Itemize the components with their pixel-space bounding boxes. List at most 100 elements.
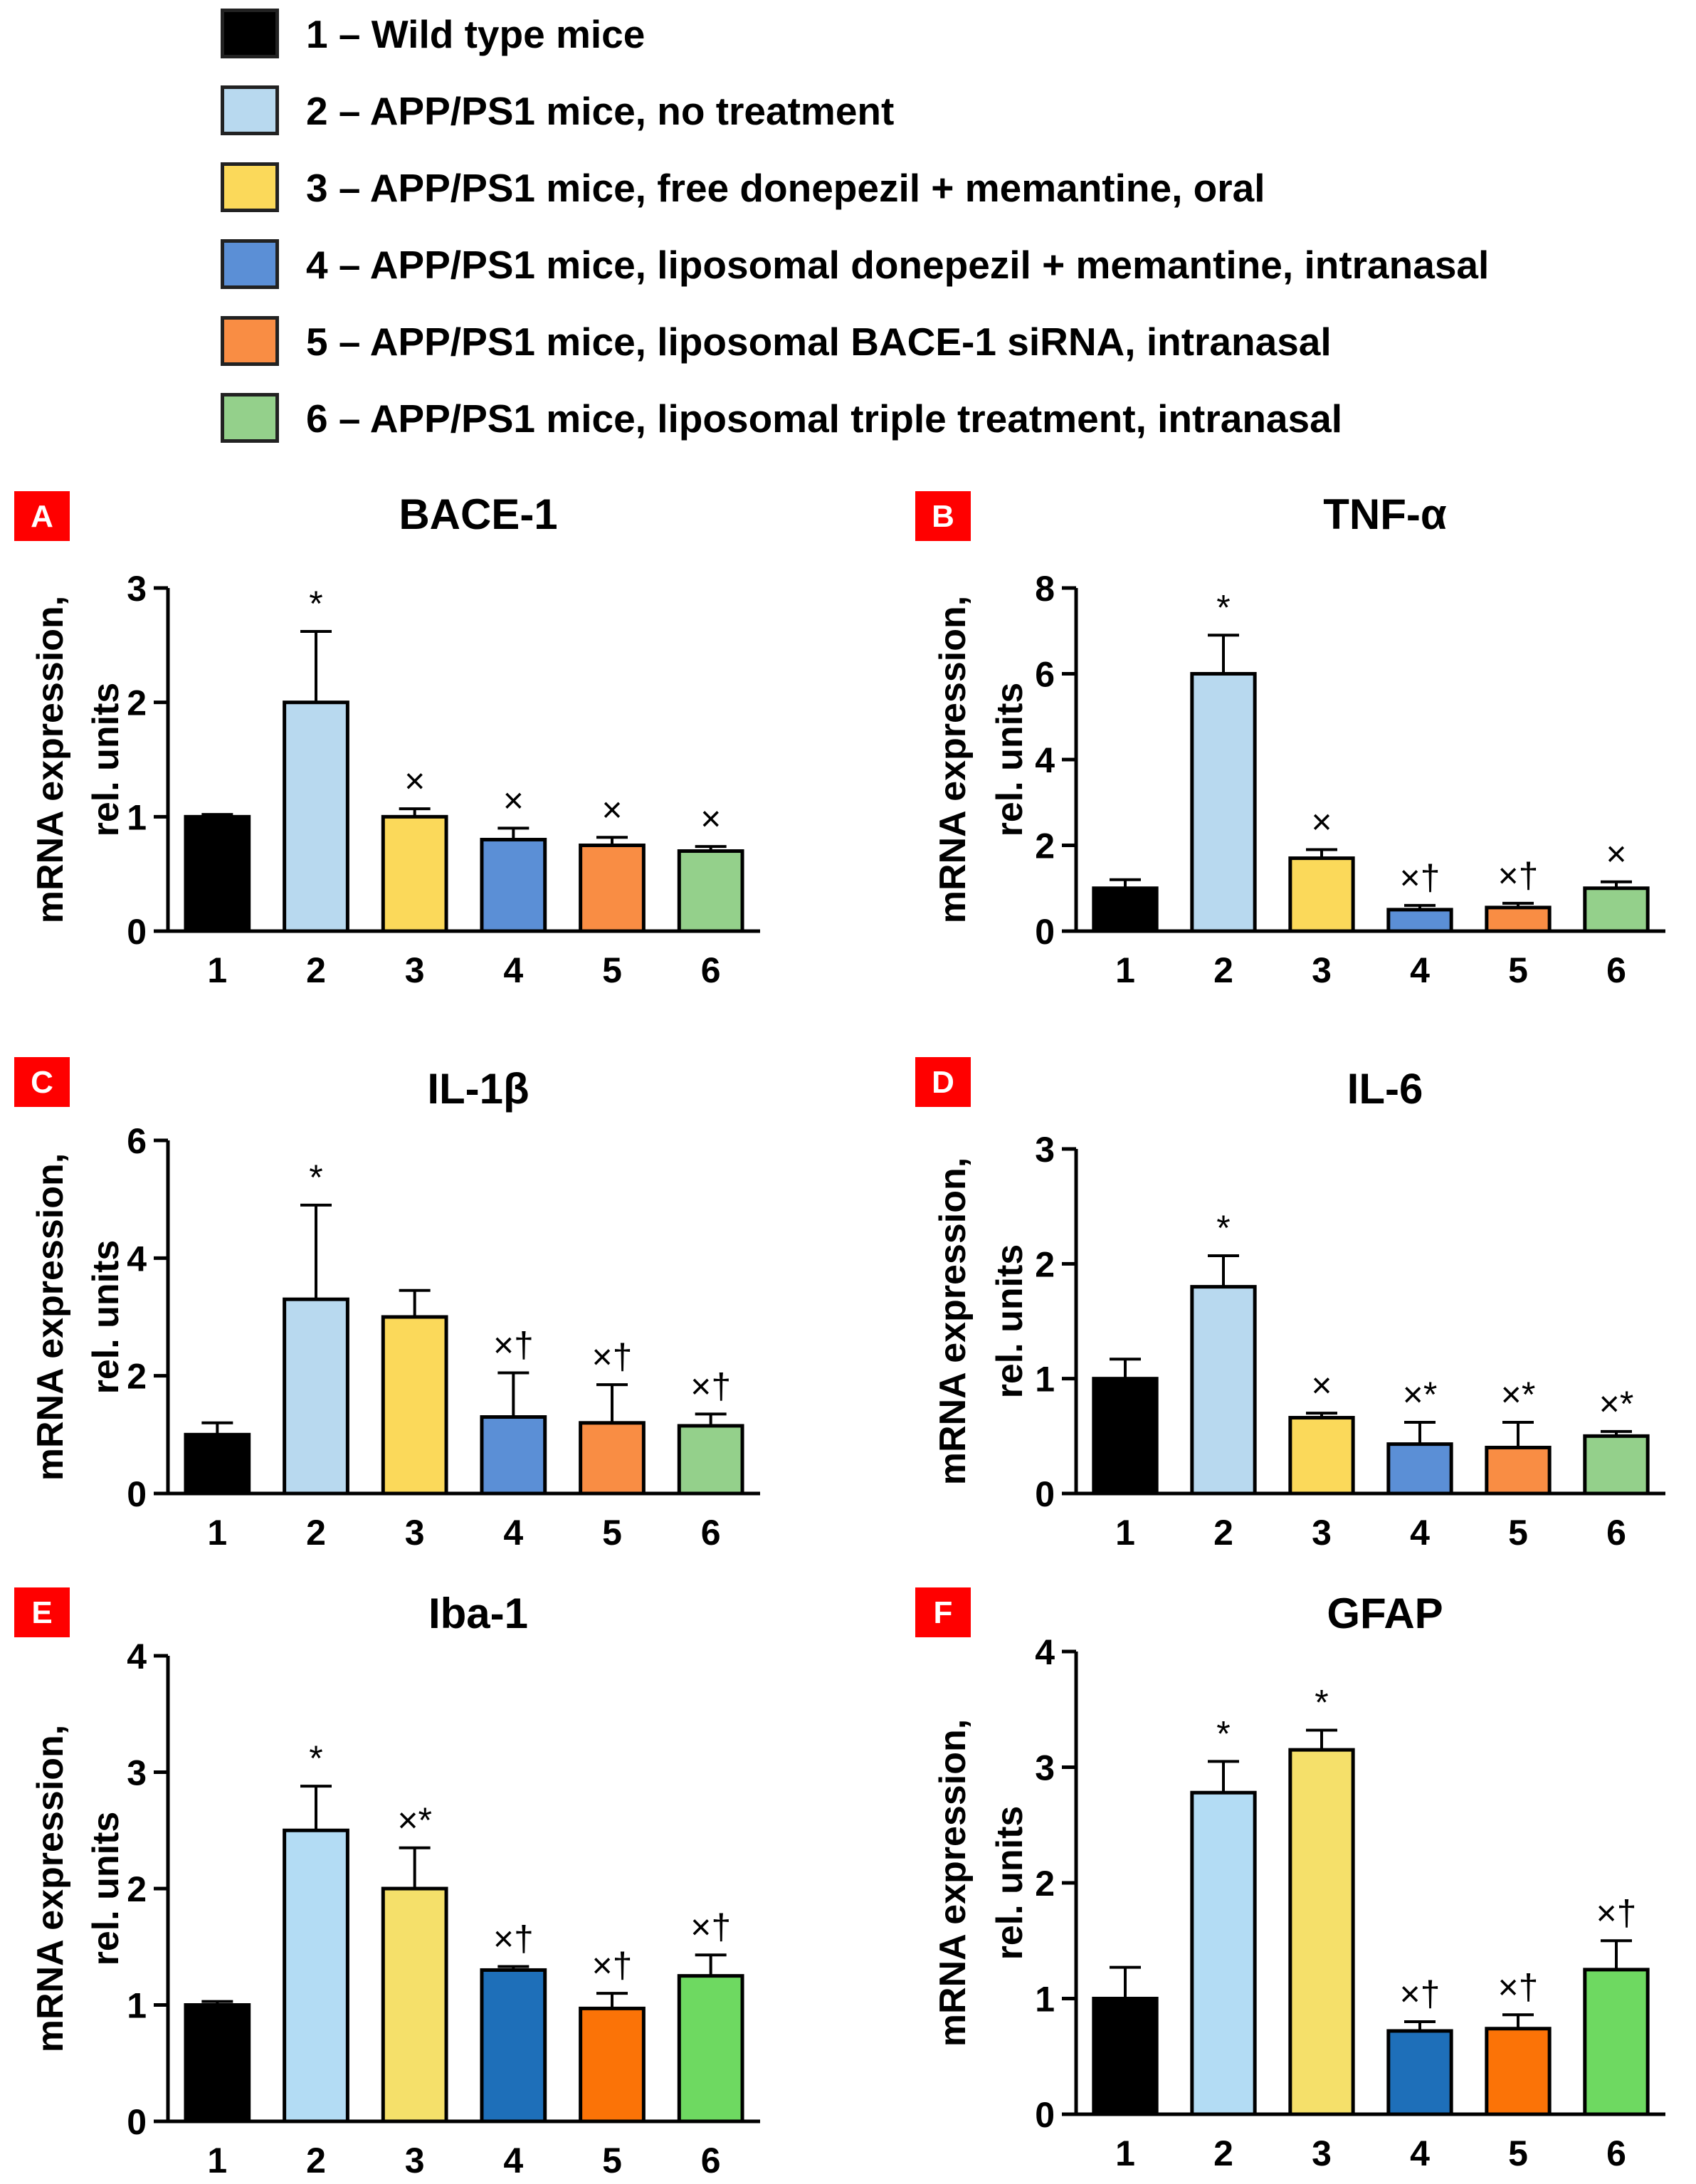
y-axis-label-line2: rel. units xyxy=(85,1812,127,1966)
x-tick-label: 6 xyxy=(701,950,721,990)
bar-2 xyxy=(283,1297,349,1496)
legend-swatch-3 xyxy=(221,162,279,212)
panel-badge-b xyxy=(915,491,971,541)
panel-badge-label: F xyxy=(934,1595,953,1630)
bar-6 xyxy=(1583,886,1650,933)
y-axis-label-line2: rel. units xyxy=(85,683,127,837)
panel-badge-label: A xyxy=(31,499,53,534)
significance-mark-6: ×† xyxy=(1596,1893,1636,1933)
x-tick-label: 3 xyxy=(405,950,425,990)
x-tick-label: 4 xyxy=(1410,950,1430,990)
y-tick-label: 3 xyxy=(127,1753,147,1793)
y-tick-label: 4 xyxy=(127,1637,147,1676)
panel-badge-f xyxy=(915,1587,971,1637)
bar-2 xyxy=(1190,1790,1257,2116)
significance-mark-5: ×† xyxy=(591,1946,632,1985)
x-tick-label: 5 xyxy=(1508,2133,1528,2173)
significance-mark-4: ×† xyxy=(1399,1974,1440,2014)
bar-5 xyxy=(1485,2027,1552,2116)
bar-6 xyxy=(677,1974,744,2123)
legend-label-6: 6 – APP/PS1 mice, liposomal triple treat… xyxy=(306,397,1342,441)
y-tick-label: 2 xyxy=(127,1869,147,1909)
x-tick-label: 6 xyxy=(1606,1513,1626,1553)
y-tick-label: 2 xyxy=(1035,1244,1055,1284)
bar-5 xyxy=(579,844,646,933)
legend-swatch-6 xyxy=(221,393,279,443)
panel-badge-c xyxy=(14,1057,70,1107)
significance-mark-5: ×† xyxy=(591,1337,632,1377)
significance-mark-2: * xyxy=(1216,587,1230,627)
bar-4 xyxy=(1386,2029,1453,2116)
significance-mark-6: ×* xyxy=(1599,1384,1634,1424)
panel-e: E Iba-1 mRNA expression, rel. units 0 1 2 3 4 1 * 2… xyxy=(14,1587,760,2180)
x-tick-label: 2 xyxy=(1213,1513,1233,1553)
bar-4 xyxy=(480,1415,547,1496)
panel-c: C IL-1β mRNA expression, rel. units 0 2 4 6 1 * 2 3… xyxy=(14,1057,760,1553)
y-tick-label: 4 xyxy=(127,1239,147,1279)
y-tick-label: 0 xyxy=(127,912,147,952)
x-tick-label: 1 xyxy=(1115,950,1135,990)
x-tick-label: 5 xyxy=(602,950,622,990)
bar-3 xyxy=(1288,1748,1355,2116)
x-tick-label: 4 xyxy=(503,950,523,990)
significance-mark-2: * xyxy=(1216,1208,1230,1248)
panel-badge-e xyxy=(14,1587,70,1637)
bar-4 xyxy=(1386,908,1453,933)
bar-6 xyxy=(1583,1434,1650,1496)
significance-mark-4: ×† xyxy=(493,1325,534,1365)
bar-5 xyxy=(1485,905,1552,933)
x-tick-label: 1 xyxy=(1115,1513,1135,1553)
bar-3 xyxy=(1288,1416,1355,1496)
y-tick-label: 1 xyxy=(127,1986,147,2026)
y-tick-label: 3 xyxy=(1035,1748,1055,1788)
y-tick-label: 0 xyxy=(1035,1474,1055,1514)
x-tick-label: 2 xyxy=(1213,950,1233,990)
bar-2 xyxy=(1190,672,1257,933)
bar-1 xyxy=(1092,1997,1159,2116)
y-tick-label: 2 xyxy=(127,683,147,723)
y-axis-label-line1: mRNA expression, xyxy=(30,1725,71,2052)
bar-3 xyxy=(1288,856,1355,933)
y-axis-label-line2: rel. units xyxy=(989,1806,1031,1960)
bar-4 xyxy=(480,837,547,933)
legend-swatch-4 xyxy=(221,239,279,289)
significance-mark-3: × xyxy=(1311,1365,1332,1405)
panel-d: D IL-6 mRNA expression, rel. units 0 1 2 3 1 * 2 × 3… xyxy=(915,1057,1665,1553)
panel-b: B TNF-α mRNA expression, rel. units 0 2 4 6 8 1 * 2… xyxy=(915,490,1665,990)
panel-badge-d xyxy=(915,1057,971,1107)
legend-swatch-1 xyxy=(221,9,279,58)
x-tick-label: 3 xyxy=(1312,950,1332,990)
x-tick-label: 6 xyxy=(701,2141,721,2180)
bar-5 xyxy=(1485,1445,1552,1496)
bar-4 xyxy=(480,1968,547,2123)
significance-mark-4: ×* xyxy=(1403,1375,1438,1414)
x-tick-label: 2 xyxy=(1213,2133,1233,2173)
bar-6 xyxy=(1583,1968,1650,2116)
x-tick-label: 2 xyxy=(306,950,326,990)
significance-mark-2: * xyxy=(309,1157,322,1197)
chart-title: BACE-1 xyxy=(399,490,557,538)
bar-2 xyxy=(283,700,349,933)
chart-title: IL-6 xyxy=(1347,1065,1423,1113)
panel-badge-label: D xyxy=(932,1065,954,1100)
y-tick-label: 0 xyxy=(127,1474,147,1514)
bar-5 xyxy=(579,1421,646,1496)
bar-3 xyxy=(381,814,448,933)
x-tick-label: 2 xyxy=(306,1513,326,1553)
x-tick-label: 6 xyxy=(1606,950,1626,990)
significance-mark-5: ×† xyxy=(1497,856,1538,896)
y-axis-label-line2: rel. units xyxy=(85,1240,127,1395)
bar-1 xyxy=(184,1432,251,1496)
bar-6 xyxy=(677,1424,744,1496)
y-tick-label: 1 xyxy=(1035,1360,1055,1400)
x-tick-label: 6 xyxy=(1606,2133,1626,2173)
significance-mark-3: * xyxy=(1315,1683,1328,1723)
x-tick-label: 3 xyxy=(405,2141,425,2180)
legend-label-5: 5 – APP/PS1 mice, liposomal BACE-1 siRNA… xyxy=(306,320,1332,364)
x-tick-label: 6 xyxy=(701,1513,721,1553)
y-tick-label: 2 xyxy=(1035,1864,1055,1904)
legend: 1 – Wild type mice 2 – APP/PS1 mice, no … xyxy=(0,0,1696,456)
bar-1 xyxy=(184,2003,251,2123)
x-tick-label: 4 xyxy=(1410,2133,1430,2173)
